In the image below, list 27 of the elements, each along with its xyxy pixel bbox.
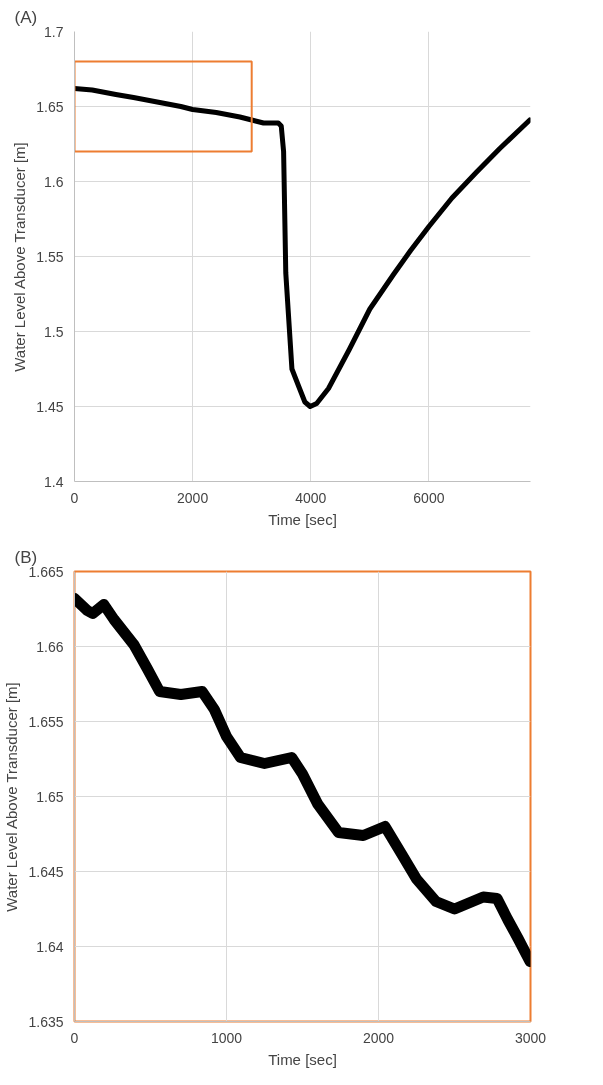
y-tick-label: 1.66 — [36, 638, 64, 655]
y-tick-label: 1.6 — [44, 173, 64, 190]
x-tick-label: 6000 — [413, 489, 445, 506]
y-tick-label: 1.45 — [36, 398, 64, 415]
y-tick-label: 1.64 — [36, 938, 64, 955]
x-tick-label: 1000 — [210, 1029, 243, 1046]
x-tick-label: 0 — [70, 489, 79, 506]
y-tick-label: 1.655 — [28, 713, 64, 730]
y-tick-label: 1.635 — [28, 1013, 64, 1030]
y-tick-label: 1.55 — [36, 248, 64, 265]
x-tick-label: 2000 — [177, 489, 209, 506]
chart-title: (B) — [14, 547, 38, 567]
x-tick-label: 2000 — [362, 1029, 395, 1046]
y-tick-label: 1.5 — [44, 323, 64, 340]
y-tick-label: 1.65 — [36, 98, 64, 115]
chart-title: (A) — [14, 7, 38, 27]
y-tick-label: 1.7 — [44, 23, 64, 40]
x-tick-label: 0 — [70, 1029, 79, 1046]
y-axis-title: Water Level Above Transducer [m] — [11, 142, 29, 372]
x-axis-title: Time [sec] — [268, 510, 337, 528]
y-tick-label: 1.645 — [28, 863, 64, 880]
y-tick-label: 1.65 — [36, 788, 64, 805]
x-tick-label: 3000 — [514, 1029, 547, 1046]
x-axis-title: Time [sec] — [268, 1050, 337, 1068]
x-tick-label: 4000 — [295, 489, 327, 506]
y-tick-label: 1.4 — [44, 473, 64, 490]
y-axis-title: Water Level Above Transducer [m] — [3, 682, 21, 912]
